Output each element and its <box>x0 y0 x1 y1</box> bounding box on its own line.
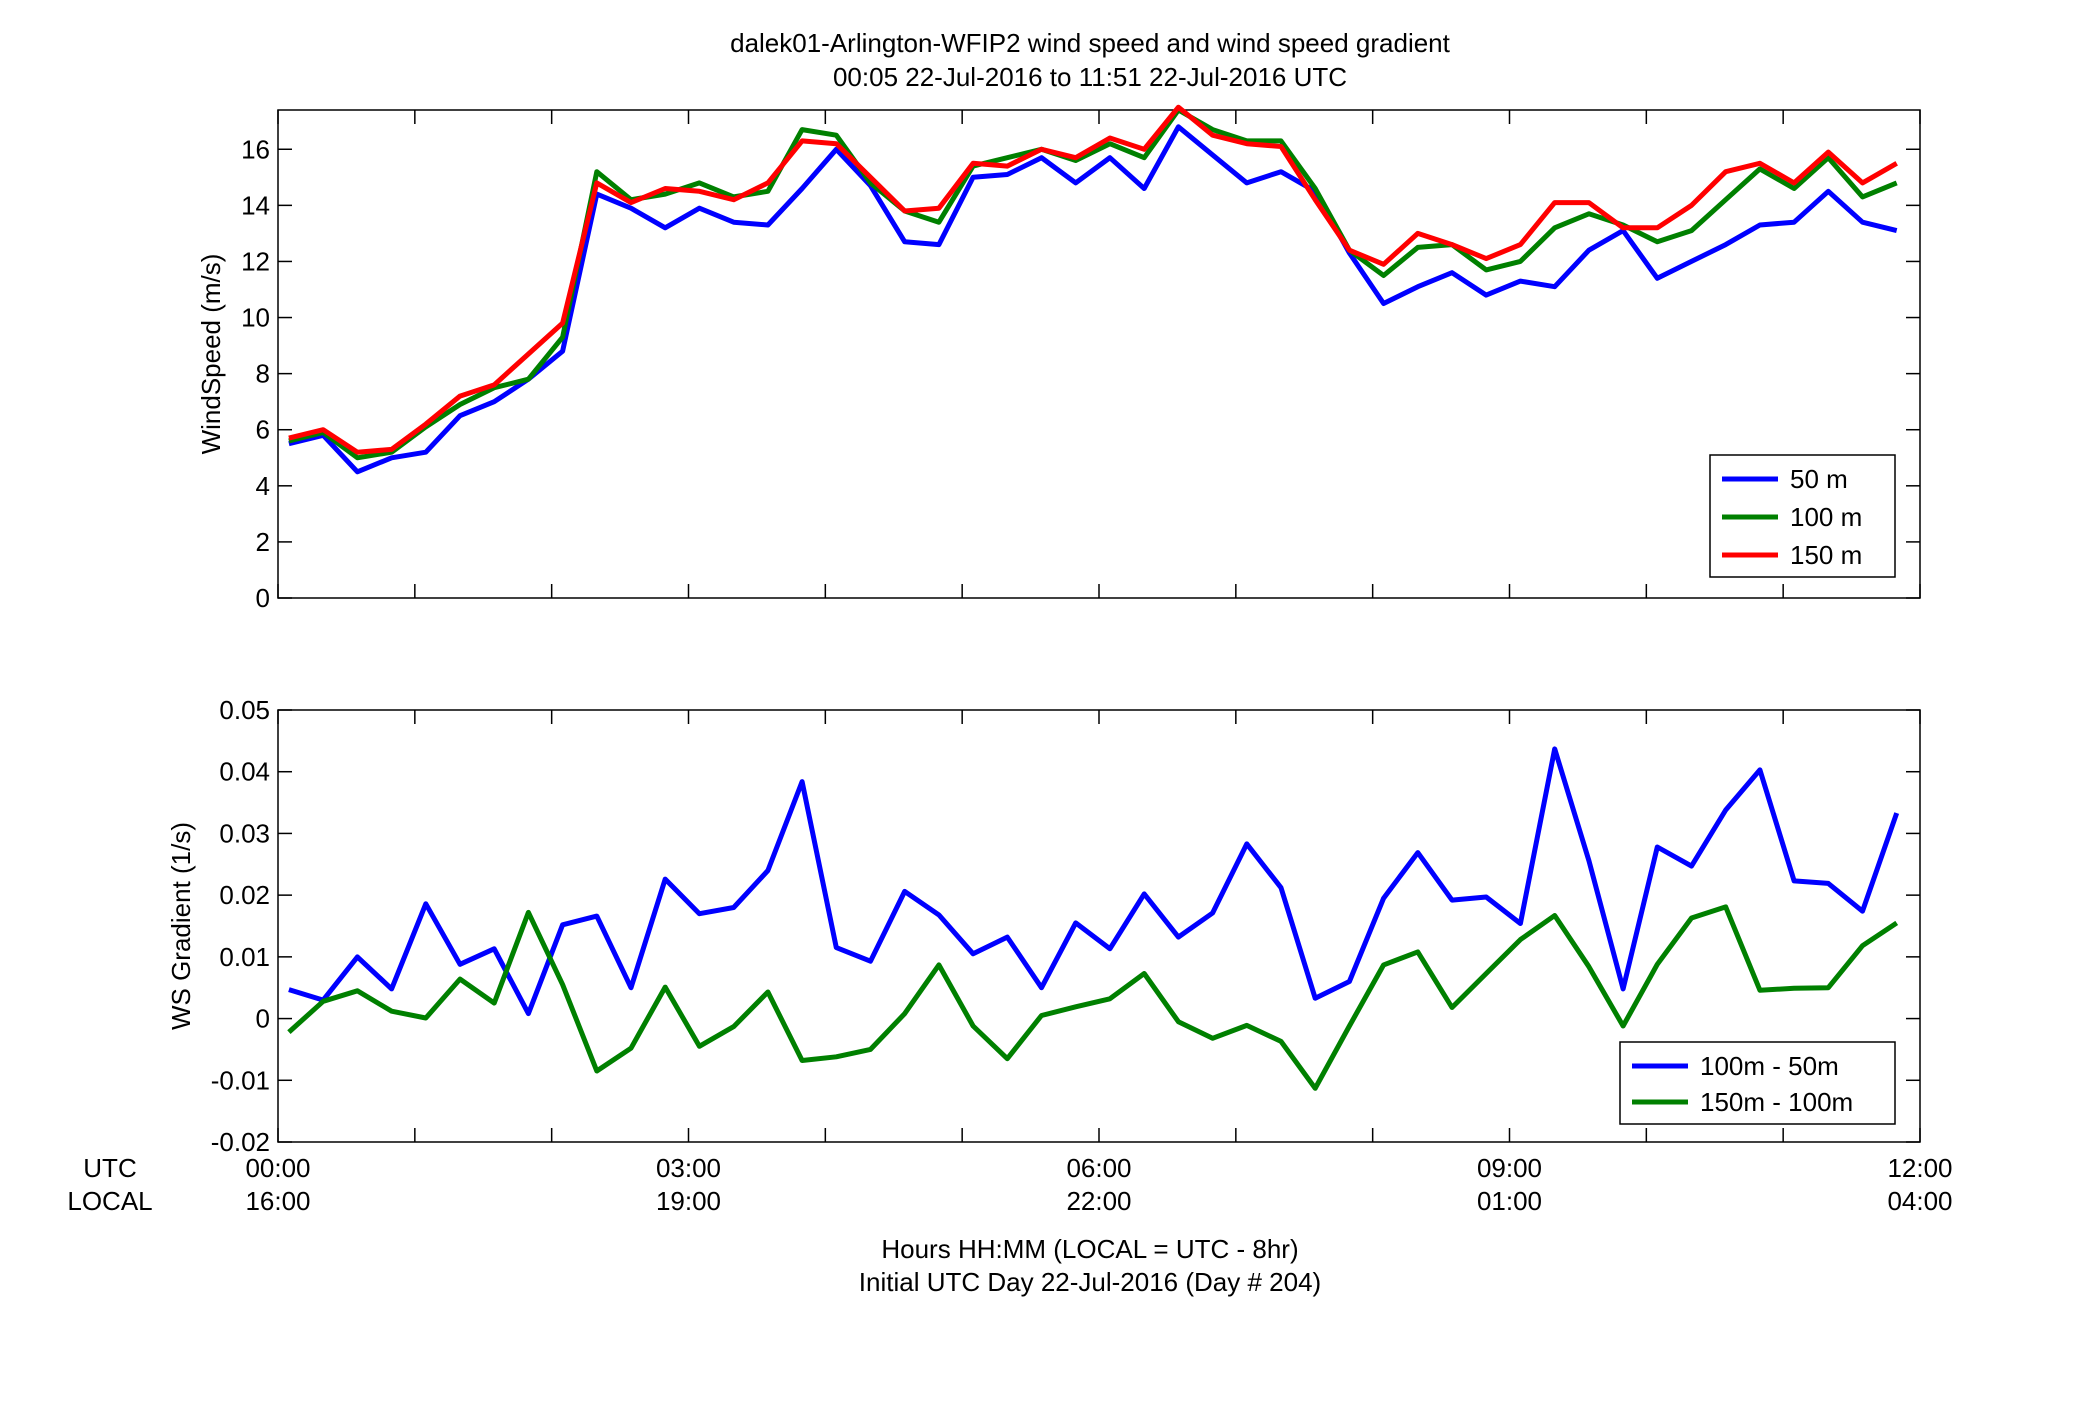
series-line-50-m <box>288 124 1898 475</box>
legend-box <box>1619 1041 1896 1125</box>
y-tick-label: -0.01 <box>211 1065 270 1095</box>
y-tick-label: 6 <box>256 415 270 445</box>
figure-title-line1: dalek01-Arlington-WFIP2 wind speed and w… <box>730 28 1451 58</box>
series-line-100m---50m <box>288 746 1900 1017</box>
figure-title-line2: 00:05 22-Jul-2016 to 11:51 22-Jul-2016 U… <box>833 62 1347 92</box>
x-tick-label-utc: 12:00 <box>1887 1153 1952 1183</box>
x-tick-label-local: 01:00 <box>1477 1186 1542 1216</box>
series-line-100-m <box>288 107 1898 461</box>
y-tick-label: 0 <box>256 1004 270 1034</box>
legend-entry: 100 m <box>1790 502 1862 532</box>
x-tick-label-utc: 00:00 <box>245 1153 310 1183</box>
y-tick-label: 0.02 <box>219 880 270 910</box>
legend: 100m - 50m 150m - 100m <box>1619 1041 1896 1125</box>
legend-entry: 50 m <box>1790 464 1848 494</box>
x-tick-label-local: 04:00 <box>1887 1186 1952 1216</box>
y-tick-label: 0.03 <box>219 818 270 848</box>
plot-area-0 <box>277 109 1921 599</box>
y-tick-label: 16 <box>241 134 270 164</box>
y-tick-label: -0.02 <box>211 1127 270 1157</box>
legend-entry: 150 m <box>1790 540 1862 570</box>
y-tick-label: 0.04 <box>219 757 270 787</box>
local-row-label: LOCAL <box>67 1186 152 1216</box>
legend-entry: 100m - 50m <box>1700 1051 1839 1081</box>
x-tick-label-local: 22:00 <box>1066 1186 1131 1216</box>
y-axis-label: WindSpeed (m/s) <box>196 254 226 455</box>
series-line-150m---100m <box>287 904 1899 1091</box>
windspeed-panel: 0 2 4 6 8 10 12 14 16 WindSpeed (m/s) 50 m 100 m 150… <box>196 104 1921 613</box>
x-tick-label-local: 16:00 <box>245 1186 310 1216</box>
gradient-panel: -0.02 -0.01 0 0.01 0.02 0.03 0.04 0.05 WS Gradie… <box>166 695 1953 1216</box>
y-tick-label: 12 <box>241 246 270 276</box>
y-tick-label: 0.01 <box>219 942 270 972</box>
x-axis-label-line2: Initial UTC Day 22-Jul-2016 (Day # 204) <box>859 1267 1321 1297</box>
y-axis-label: WS Gradient (1/s) <box>166 822 196 1030</box>
y-tick-label: 14 <box>241 190 270 220</box>
x-tick-label-utc: 06:00 <box>1066 1153 1131 1183</box>
utc-row-label: UTC <box>83 1153 136 1183</box>
x-tick-label-utc: 09:00 <box>1477 1153 1542 1183</box>
x-tick-label-utc: 03:00 <box>656 1153 721 1183</box>
legend: 50 m 100 m 150 m <box>1709 454 1896 578</box>
y-tick-label: 8 <box>256 359 270 389</box>
legend-entry: 150m - 100m <box>1700 1087 1853 1117</box>
series-line-150-m <box>288 104 1898 455</box>
y-tick-label: 4 <box>256 471 270 501</box>
x-tick-label-local: 19:00 <box>656 1186 721 1216</box>
y-tick-label: 10 <box>241 303 270 333</box>
y-tick-label: 0.05 <box>219 695 270 725</box>
x-axis-label-line1: Hours HH:MM (LOCAL = UTC - 8hr) <box>881 1234 1298 1264</box>
y-tick-label: 0 <box>256 583 270 613</box>
y-tick-label: 2 <box>256 527 270 557</box>
